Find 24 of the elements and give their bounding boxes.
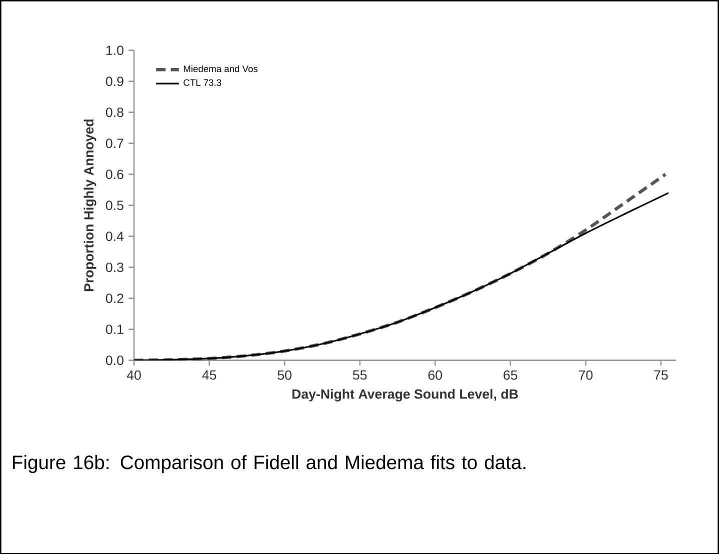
legend-label: CTL 73.3 — [184, 79, 222, 86]
y-tick-label: 0.7 — [106, 138, 124, 148]
y-tick-label: 0.6 — [106, 169, 124, 179]
x-axis-title: Day-Night Average Sound Level, dB — [292, 388, 518, 402]
x-tick-label: 60 — [428, 370, 442, 380]
y-tick-label: 0.1 — [106, 324, 124, 334]
y-axis-title: Proportion Highly Annoyed — [84, 119, 96, 291]
y-tick-label: 0.5 — [106, 200, 124, 210]
y-tick-label: 0.4 — [106, 231, 124, 241]
x-tick-label: 65 — [504, 370, 518, 380]
y-tick-label: 0.2 — [106, 293, 124, 303]
y-tick-label: 1.0 — [106, 45, 124, 55]
x-tick-label: 40 — [126, 370, 141, 380]
y-tick-label: 0.0 — [106, 355, 124, 365]
x-tick-label: 55 — [352, 370, 367, 380]
x-tick-label: 70 — [578, 370, 593, 380]
legend-label: Miedema and Vos — [184, 65, 258, 72]
y-tick-label: 0.8 — [106, 107, 124, 117]
y-tick-label: 0.9 — [106, 76, 124, 86]
x-tick-label: 50 — [278, 370, 292, 380]
x-tick-label: 75 — [654, 370, 668, 380]
y-tick-label: 0.3 — [106, 262, 124, 272]
caption: Figure 16b: Comparison of Fidell and Miedema fits to data. — [12, 454, 526, 473]
x-tick-label: 45 — [202, 370, 216, 380]
